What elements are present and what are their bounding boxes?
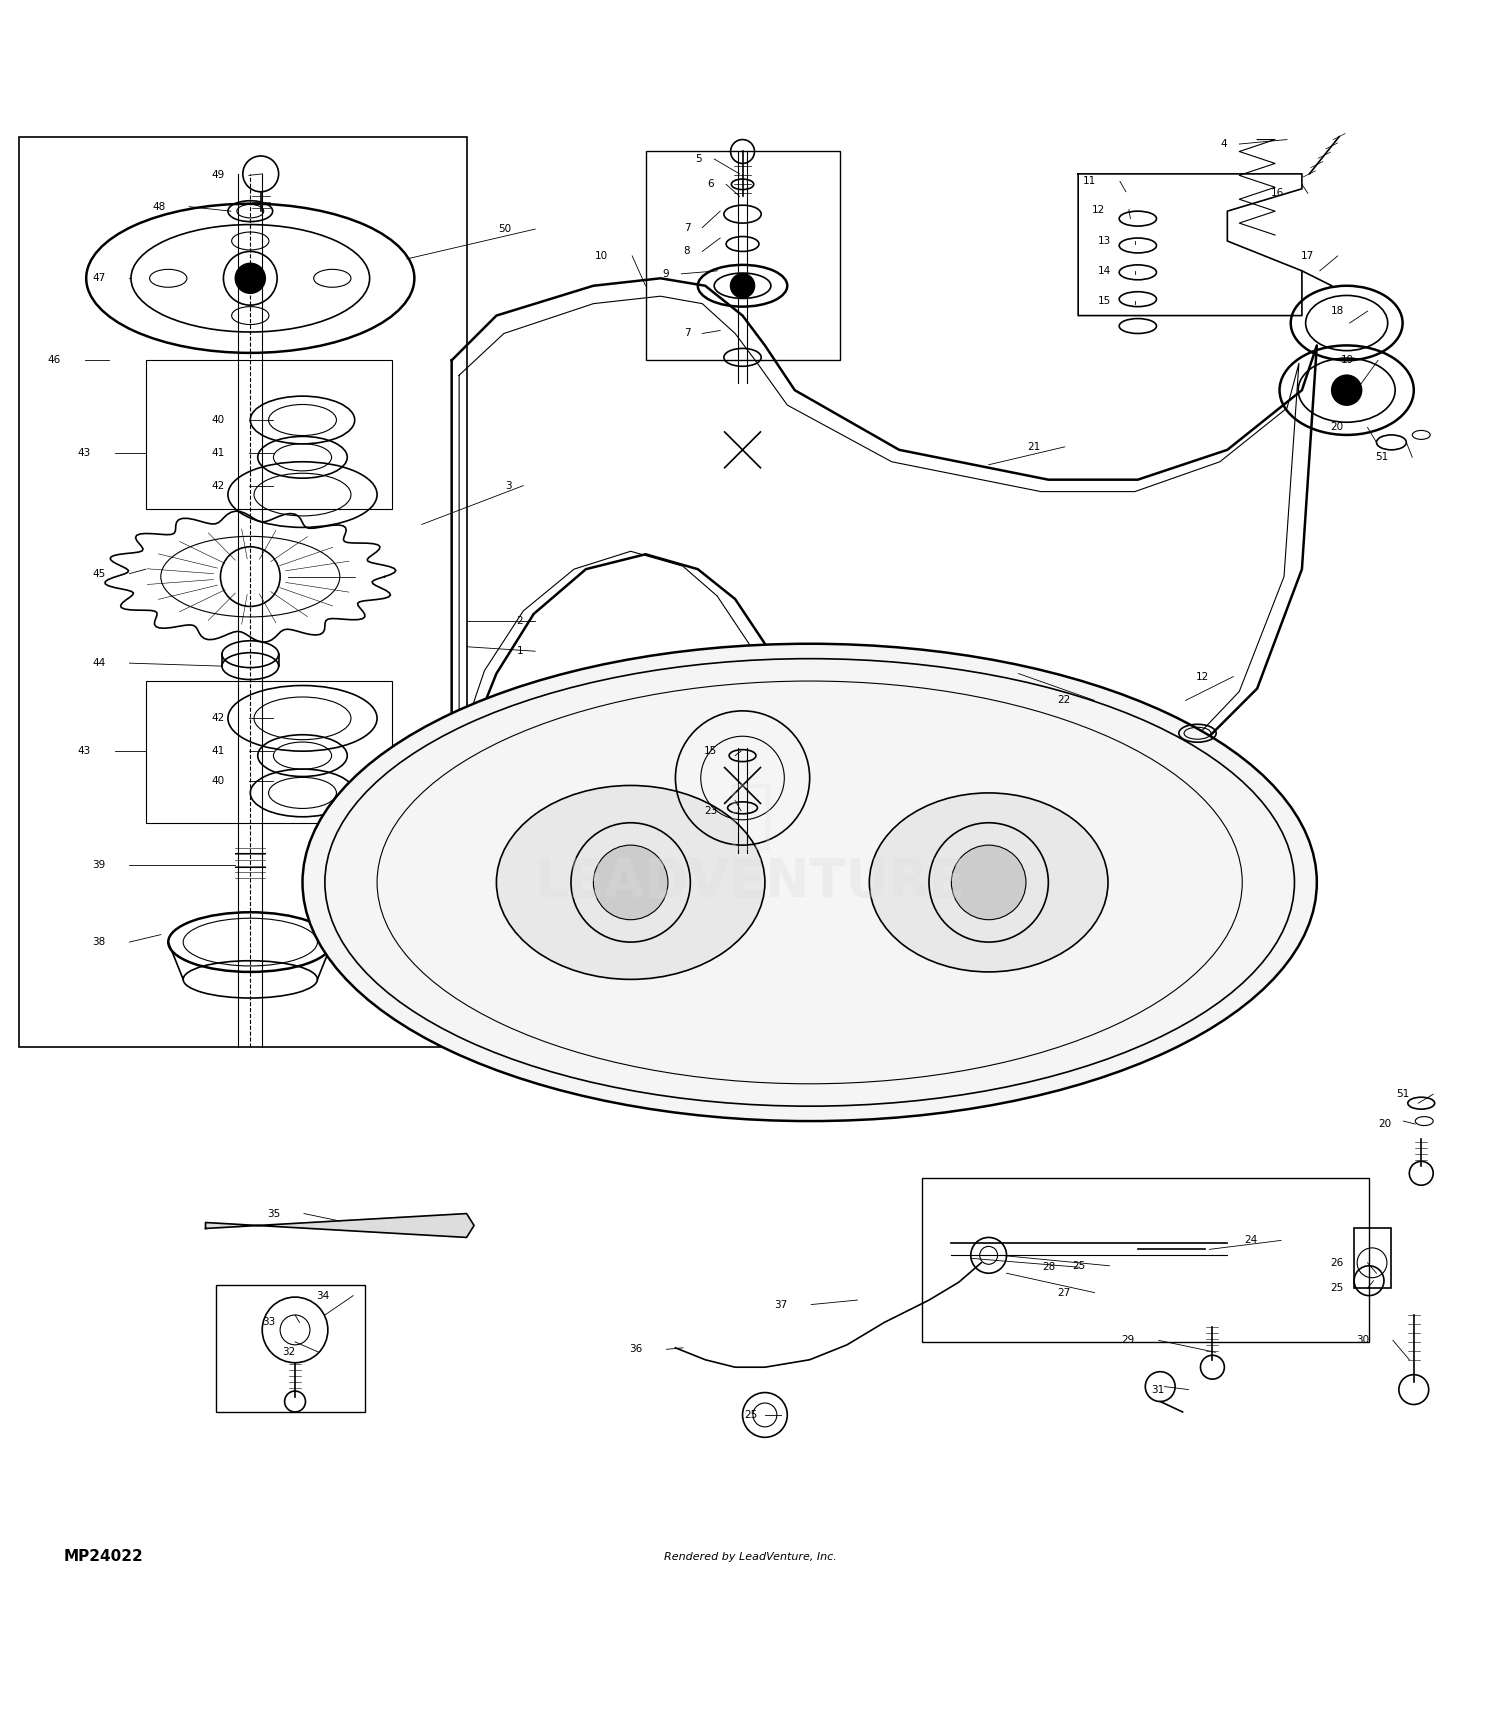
Text: Rendered by LeadVenture, Inc.: Rendered by LeadVenture, Inc. <box>663 1551 837 1562</box>
Text: 39: 39 <box>93 859 105 869</box>
Text: 4: 4 <box>1221 139 1227 149</box>
Text: 16: 16 <box>1270 189 1284 198</box>
Text: 25: 25 <box>1072 1261 1086 1270</box>
Text: 51: 51 <box>1396 1090 1410 1100</box>
Text: 40: 40 <box>211 415 225 425</box>
Text: 22: 22 <box>1058 696 1071 706</box>
Text: 48: 48 <box>152 201 165 212</box>
Text: 40: 40 <box>211 776 225 786</box>
Text: 24: 24 <box>1244 1235 1257 1246</box>
Text: 38: 38 <box>93 937 105 947</box>
Text: 44: 44 <box>93 658 105 668</box>
Bar <box>645 151 840 361</box>
Circle shape <box>951 845 1026 920</box>
Circle shape <box>594 845 668 920</box>
Text: 41: 41 <box>211 746 225 756</box>
Text: 37: 37 <box>774 1300 788 1310</box>
Text: 23: 23 <box>704 805 717 815</box>
Text: 7: 7 <box>684 222 690 232</box>
Text: 6: 6 <box>708 179 714 189</box>
Circle shape <box>236 264 266 293</box>
Bar <box>20 137 466 1046</box>
Text: 43: 43 <box>78 448 90 458</box>
Text: 49: 49 <box>211 170 225 180</box>
Text: 41: 41 <box>211 448 225 458</box>
Circle shape <box>730 274 754 298</box>
Text: 3: 3 <box>504 481 512 491</box>
Text: 36: 36 <box>630 1345 642 1355</box>
Text: 42: 42 <box>211 713 225 723</box>
Text: 18: 18 <box>1330 305 1344 316</box>
Ellipse shape <box>150 269 188 288</box>
Text: 32: 32 <box>282 1348 296 1357</box>
Ellipse shape <box>870 793 1108 972</box>
Bar <box>216 1286 364 1412</box>
Text: 46: 46 <box>48 356 62 366</box>
Text: 21: 21 <box>1028 442 1041 451</box>
Text: 2: 2 <box>516 616 524 626</box>
Text: 43: 43 <box>78 746 90 756</box>
Polygon shape <box>206 1213 474 1237</box>
Text: 42: 42 <box>211 481 225 491</box>
Text: 9: 9 <box>663 269 669 279</box>
Text: 50: 50 <box>498 224 512 234</box>
Text: 26: 26 <box>1330 1258 1344 1268</box>
Text: 1: 1 <box>516 645 524 656</box>
Bar <box>921 1178 1370 1341</box>
Text: 12: 12 <box>1092 205 1106 215</box>
Text: 7: 7 <box>684 328 690 338</box>
Text: 27: 27 <box>1058 1287 1071 1298</box>
Text: 11: 11 <box>1083 177 1096 186</box>
Text: 17: 17 <box>1300 252 1314 260</box>
Text: 33: 33 <box>262 1317 276 1327</box>
Text: MP24022: MP24022 <box>64 1549 144 1565</box>
Ellipse shape <box>314 269 351 288</box>
Text: 51: 51 <box>1376 453 1389 462</box>
Circle shape <box>224 252 278 305</box>
Text: 15: 15 <box>704 746 717 756</box>
Text: 15: 15 <box>1098 295 1112 305</box>
Ellipse shape <box>231 307 268 324</box>
Text: 29: 29 <box>1122 1336 1136 1345</box>
Ellipse shape <box>231 232 268 250</box>
Text: 25: 25 <box>1330 1284 1344 1293</box>
Text: 25: 25 <box>744 1411 758 1419</box>
Text: 8: 8 <box>684 246 690 257</box>
Bar <box>146 682 392 822</box>
Ellipse shape <box>303 644 1317 1121</box>
Text: 20: 20 <box>1378 1119 1392 1129</box>
Text: 5: 5 <box>696 154 702 165</box>
Bar <box>1354 1228 1392 1287</box>
Text: 19: 19 <box>1341 356 1354 366</box>
Text: 31: 31 <box>1152 1385 1164 1395</box>
Text: 13: 13 <box>1098 236 1112 246</box>
Circle shape <box>1332 375 1362 404</box>
Text: 34: 34 <box>316 1291 330 1301</box>
Ellipse shape <box>496 786 765 979</box>
Text: LEADVENTURE: LEADVENTURE <box>534 857 966 909</box>
Bar <box>146 361 392 510</box>
Text: 28: 28 <box>1042 1263 1056 1272</box>
Text: 14: 14 <box>1098 265 1112 276</box>
Text: 30: 30 <box>1356 1336 1370 1345</box>
Text: 45: 45 <box>93 569 105 579</box>
Text: 🦌: 🦌 <box>728 779 772 852</box>
Text: 35: 35 <box>267 1209 280 1218</box>
Text: 12: 12 <box>1196 671 1209 682</box>
Text: 47: 47 <box>93 274 105 283</box>
Text: 20: 20 <box>1330 422 1344 432</box>
Text: 10: 10 <box>596 252 609 260</box>
